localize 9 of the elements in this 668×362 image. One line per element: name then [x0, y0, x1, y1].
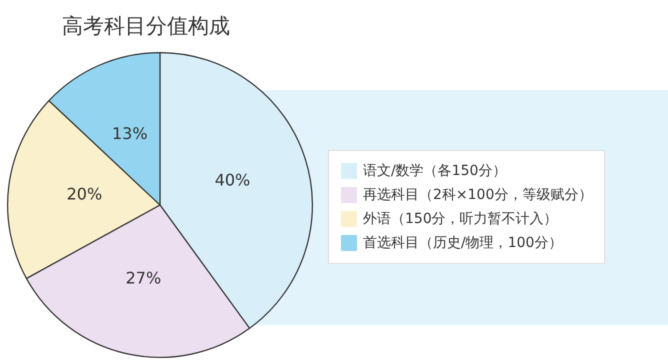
data-label: 40% [214, 170, 250, 190]
data-label: 13% [112, 124, 148, 144]
data-label: 27% [126, 268, 162, 288]
chart-title: 高考科目分值构成 [62, 13, 230, 40]
legend-label: 语文/数学（各150分） [363, 162, 506, 180]
legend-label: 再选科目（2科×100分，等级赋分） [363, 186, 592, 204]
legend-label: 首选科目（历史/物理，100分） [363, 234, 562, 252]
legend-label: 外语（150分，听力暂不计入） [363, 210, 558, 228]
data-label: 20% [66, 184, 102, 204]
